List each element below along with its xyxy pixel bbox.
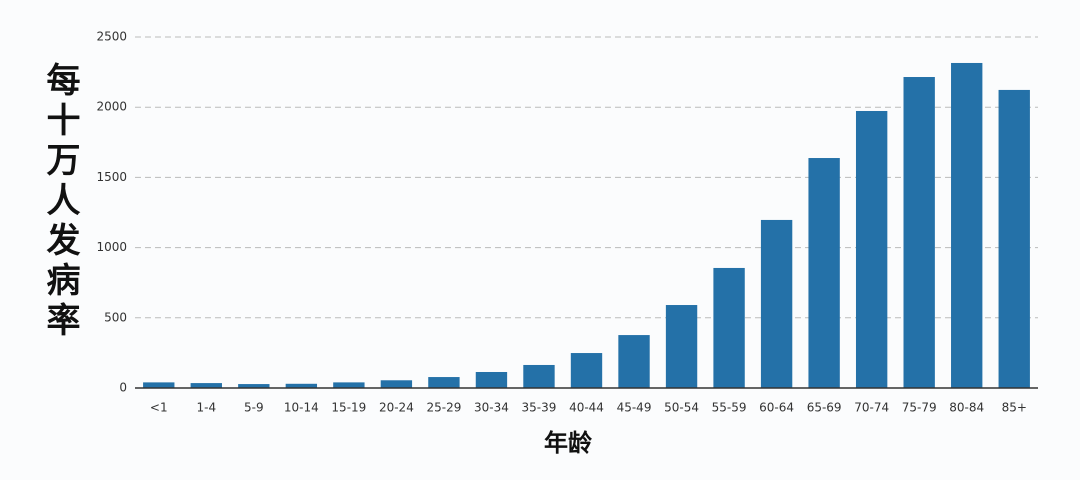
- y-tick-label: 1500: [96, 170, 127, 184]
- bar: [665, 305, 698, 388]
- bar: [998, 89, 1030, 389]
- bar: [428, 377, 460, 388]
- bar: [713, 267, 745, 388]
- x-tick-label: 15-19: [331, 401, 366, 415]
- x-tick-label: <1: [150, 401, 168, 415]
- y-tick-label: 2000: [96, 100, 127, 114]
- bar: [143, 382, 175, 388]
- x-tick-label: 55-59: [712, 401, 747, 415]
- y-tick-label: 500: [104, 310, 127, 324]
- bar: [475, 371, 508, 388]
- x-tick-label: 50-54: [664, 401, 699, 415]
- bar: [333, 382, 365, 388]
- bar: [523, 364, 555, 388]
- bar: [855, 110, 888, 389]
- bar: [618, 335, 650, 388]
- x-tick-label: 60-64: [759, 401, 794, 415]
- x-tick-label: 30-34: [474, 401, 509, 415]
- x-tick-label: 75-79: [902, 401, 937, 415]
- bar: [760, 219, 793, 388]
- x-tick-label: 45-49: [617, 401, 652, 415]
- x-axis-label: 年龄: [544, 429, 593, 457]
- bar: [951, 62, 983, 388]
- x-tick-label: 5-9: [244, 401, 264, 415]
- bar: [570, 353, 603, 388]
- x-tick-label: 70-74: [854, 401, 889, 415]
- x-tick-label: 65-69: [807, 401, 842, 415]
- y-axis-label: 每十万人发病率: [40, 62, 80, 342]
- x-tick-label: 35-39: [522, 401, 557, 415]
- x-tick-label: 25-29: [426, 401, 461, 415]
- x-tick-label: 80-84: [949, 401, 984, 415]
- bar: [903, 77, 935, 388]
- x-tick-label: 85+: [1002, 401, 1027, 415]
- bar: [238, 384, 270, 388]
- x-tick-label: 1-4: [196, 401, 216, 415]
- y-tick-label: 0: [119, 381, 127, 395]
- y-tick-label: 1000: [96, 240, 127, 254]
- bar: [190, 383, 222, 388]
- x-tick-label: 20-24: [379, 401, 414, 415]
- bar: [380, 380, 413, 388]
- y-tick-label: 2500: [96, 30, 127, 44]
- x-tick-label: 40-44: [569, 401, 604, 415]
- bar: [285, 383, 318, 388]
- x-tick-label: 10-14: [284, 401, 319, 415]
- bar: [808, 158, 840, 388]
